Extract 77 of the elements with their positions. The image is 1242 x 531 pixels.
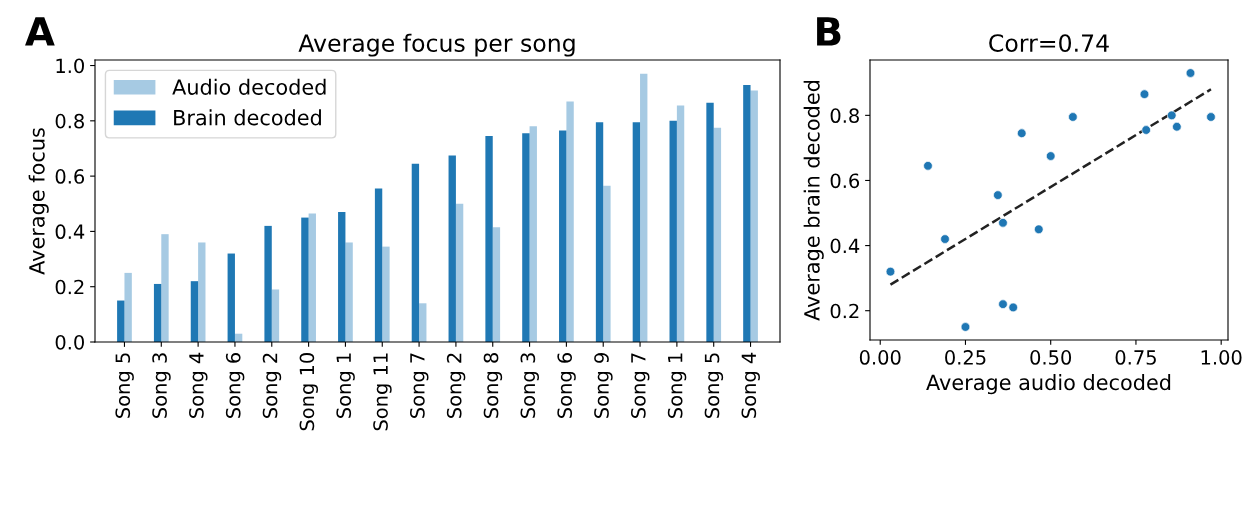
bar	[419, 303, 427, 342]
bar	[603, 185, 611, 342]
bar	[529, 126, 537, 342]
bar	[706, 102, 714, 342]
bar	[382, 246, 390, 342]
text: B	[817, 17, 841, 46]
x-axis-title: Average audio decoded	[926, 374, 1171, 395]
bar	[676, 105, 685, 342]
y-tick-label: 0.8	[830, 108, 859, 124]
bar	[338, 212, 346, 342]
bar	[345, 242, 353, 342]
x-tick-label: Song 1	[336, 353, 355, 418]
bar	[308, 213, 316, 342]
text: A	[25, 17, 55, 46]
bar	[448, 155, 456, 342]
bar	[669, 120, 677, 342]
bar	[522, 133, 530, 342]
x-tick-label: Song 7	[410, 353, 429, 418]
chart-title: Average focus per song	[298, 33, 575, 57]
bar	[640, 73, 648, 342]
y-tick-label: 0.6	[830, 173, 860, 189]
x-tick-label: Song 9	[594, 353, 613, 418]
bar	[198, 242, 206, 342]
bar	[632, 122, 641, 342]
x-tick-label: Song 3	[152, 353, 171, 418]
bar	[264, 225, 272, 342]
bar	[271, 289, 280, 342]
bar	[153, 283, 162, 342]
x-tick-label: Song 7	[630, 353, 650, 418]
x-tick-label: Song 1	[667, 353, 687, 418]
x-tick-label: 1.00	[1201, 350, 1242, 365]
x-tick-label: Song 4	[741, 352, 760, 418]
x-tick-label: Song 10	[299, 353, 319, 431]
y-tick-label: 0.4	[830, 238, 860, 254]
bar	[190, 281, 199, 342]
x-tick-label: 0.25	[945, 350, 986, 365]
x-tick-label: 0.75	[1115, 350, 1156, 365]
y-tick-label: 0.8	[55, 113, 84, 129]
bar	[595, 122, 604, 342]
bar	[566, 101, 574, 342]
y-tick-label: 0.4	[55, 224, 85, 240]
legend-label: Brain decoded	[174, 109, 321, 126]
legend-label: Audio decoded	[172, 78, 326, 95]
bar	[227, 253, 235, 342]
bar	[743, 84, 751, 342]
x-tick-label: Song 5	[704, 353, 724, 418]
bar	[455, 203, 464, 342]
x-tick-label: 0.50	[1030, 350, 1072, 365]
x-tick-label: Song 6	[225, 352, 245, 418]
x-tick-label: Song 5	[115, 353, 134, 418]
bar	[713, 127, 722, 342]
y-axis-title: Average focus	[28, 128, 49, 275]
bar	[750, 90, 758, 342]
x-tick-label: Song 11	[373, 353, 392, 431]
x-tick-label: Song 4	[189, 352, 208, 418]
x-tick-label: 0.00	[859, 350, 901, 365]
bar	[374, 188, 383, 342]
bar	[117, 300, 125, 342]
y-tick-label: 0.6	[55, 169, 85, 184]
y-axis-title: Average brain decoded	[803, 80, 824, 321]
x-tick-label: Song 3	[520, 353, 539, 418]
chart-title: Corr=0.74	[989, 34, 1109, 52]
bar	[485, 136, 493, 342]
bar	[411, 163, 420, 342]
bar	[124, 272, 132, 342]
x-tick-label: Song 2	[446, 353, 466, 418]
x-tick-label: Song 8	[483, 353, 503, 418]
bar	[301, 217, 309, 342]
y-tick-label: 1.0	[56, 58, 84, 74]
y-tick-label: 0.0	[55, 334, 84, 350]
bar	[161, 234, 169, 342]
bar	[559, 130, 567, 342]
bar	[492, 227, 501, 342]
x-tick-label: Song 6	[557, 352, 576, 418]
x-tick-label: Song 2	[262, 353, 282, 418]
y-tick-label: 0.2	[830, 303, 859, 319]
y-tick-label: 0.2	[55, 279, 84, 295]
